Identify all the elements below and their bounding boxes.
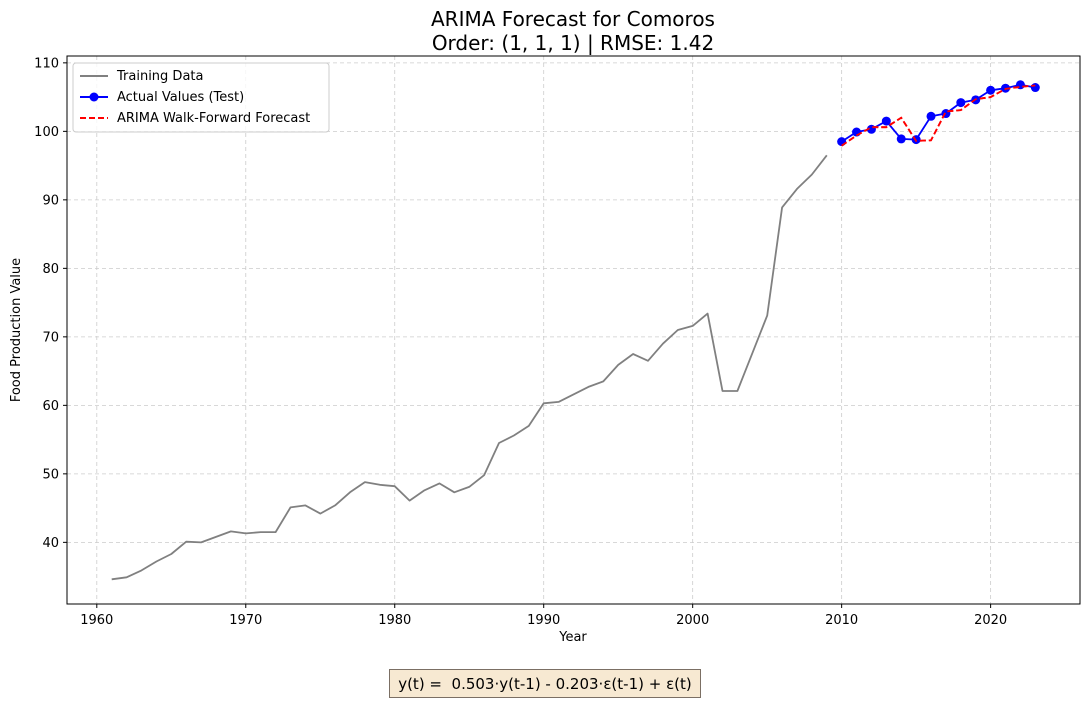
x-axis-label: Year [558,630,587,645]
chart-title: ARIMA Forecast for Comoros [431,7,715,31]
legend-marker-actual [89,92,99,102]
actual-value-point [881,116,891,126]
y-axis-label: Food Production Value [9,258,24,402]
y-tick-label: 40 [42,536,59,551]
x-tick-label: 2000 [676,613,709,628]
forecast-line-overlay [841,84,1036,147]
x-tick-label: 1980 [378,613,411,628]
legend: Training Data Actual Values (Test) ARIMA… [72,62,330,133]
series-layer [111,80,1040,581]
y-tick-label: 90 [42,193,59,208]
y-tick-label: 60 [42,399,59,414]
x-tick-label: 1970 [229,613,262,628]
legend-label-actual: Actual Values (Test) [117,90,244,105]
y-tick-label: 50 [42,467,59,482]
x-axis-ticks: 1960 1970 1980 1990 2000 2010 2020 [80,604,1007,628]
x-tick-label: 1960 [80,613,113,628]
legend-label-forecast: ARIMA Walk-Forward Forecast [117,111,310,126]
y-axis-ticks: 40 50 60 70 80 90 100 110 [34,56,67,551]
y-tick-label: 100 [34,125,59,140]
legend-box [72,62,330,133]
chart-subtitle: Order: (1, 1, 1) | RMSE: 1.42 [432,31,714,55]
actual-value-point [1030,83,1040,93]
actual-value-point [986,85,996,95]
actual-value-point [896,134,906,144]
y-tick-label: 80 [42,262,59,277]
x-tick-label: 1990 [527,613,560,628]
model-equation-box: y(t) = 0.503·y(t-1) - 0.203·ε(t-1) + ε(t… [389,669,701,698]
x-tick-label: 2010 [825,613,858,628]
plot-frame [66,55,1081,605]
y-tick-label: 70 [42,330,59,345]
grid-lines [67,56,1080,604]
training-data-line [111,154,828,581]
legend-label-training: Training Data [116,69,203,84]
actual-value-point [926,111,936,121]
actual-value-point [956,98,966,108]
x-tick-label: 2020 [974,613,1007,628]
y-tick-label: 110 [34,56,59,71]
